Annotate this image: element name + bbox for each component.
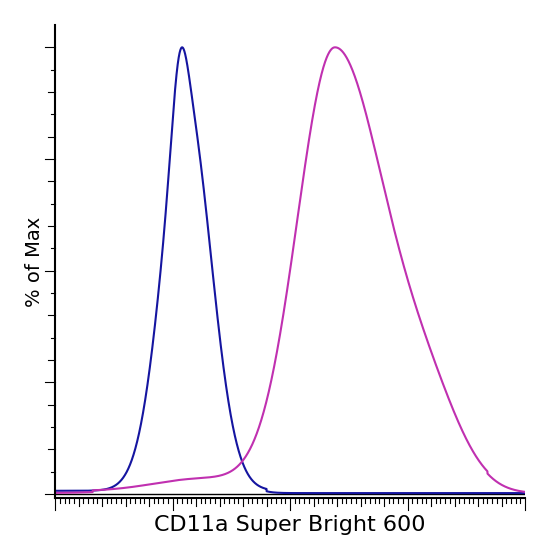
X-axis label: CD11a Super Bright 600: CD11a Super Bright 600 <box>155 515 426 535</box>
Y-axis label: % of Max: % of Max <box>25 217 44 307</box>
